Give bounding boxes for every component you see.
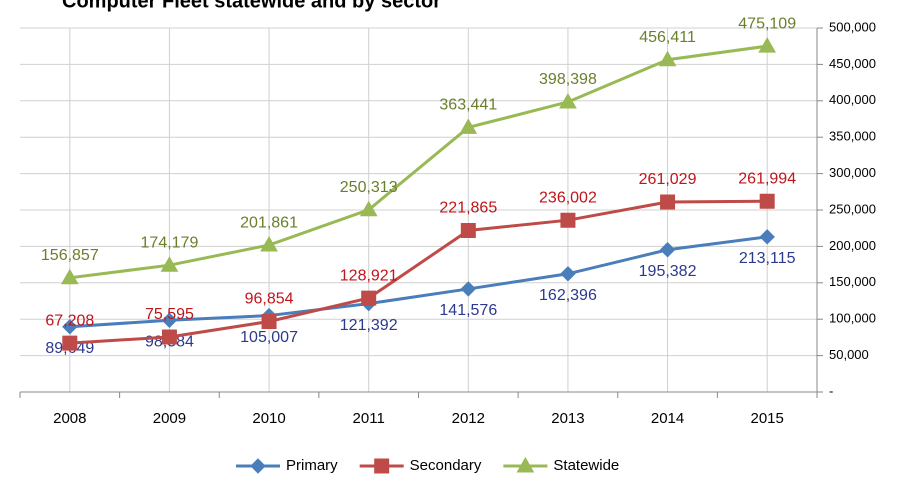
- data-label: 121,392: [340, 317, 398, 334]
- y-tick-label: 150,000: [829, 274, 876, 289]
- data-point: [660, 194, 676, 210]
- legend-label: Statewide: [553, 457, 619, 474]
- data-label: 141,576: [439, 302, 497, 319]
- data-point: [261, 313, 277, 329]
- data-label: 221,865: [439, 200, 497, 217]
- y-tick-label: 500,000: [829, 19, 876, 34]
- legend-label: Secondary: [410, 457, 482, 474]
- y-tick-label: 100,000: [829, 311, 876, 326]
- data-label: 75,595: [145, 306, 194, 323]
- y-tick-label: 450,000: [829, 56, 876, 71]
- series-line: [69, 235, 768, 329]
- x-tick-label: 2008: [53, 410, 86, 427]
- data-point: [460, 281, 477, 297]
- data-label: 363,441: [439, 97, 497, 114]
- x-tick-label: 2010: [252, 410, 285, 427]
- data-label: 236,002: [539, 189, 597, 206]
- legend-marker: [516, 456, 535, 473]
- data-point: [758, 37, 777, 53]
- data-point: [161, 312, 178, 328]
- data-label: 201,861: [240, 214, 298, 231]
- x-tick-label: 2012: [452, 410, 485, 427]
- data-point: [659, 242, 676, 258]
- data-label: 250,313: [340, 179, 398, 196]
- data-point: [62, 335, 78, 351]
- data-point: [359, 200, 378, 217]
- data-label: 261,029: [639, 171, 697, 188]
- data-point: [460, 222, 476, 238]
- data-label: 456,411: [639, 29, 696, 46]
- y-tick-label: -: [829, 383, 833, 398]
- y-tick-label: 50,000: [829, 347, 869, 362]
- series-line: [69, 44, 768, 280]
- chart-title: Computer Fleet statewide and by sector: [62, 0, 441, 12]
- data-label: 96,854: [245, 291, 294, 308]
- x-tick-label: 2011: [353, 410, 385, 427]
- x-tick-label: 2014: [651, 410, 684, 427]
- x-tick-label: 2009: [153, 410, 186, 427]
- data-label: 261,994: [738, 170, 796, 187]
- data-point: [459, 118, 478, 134]
- data-point: [161, 329, 177, 345]
- data-point: [759, 193, 775, 209]
- legend-marker: [250, 458, 266, 474]
- x-tick-label: 2013: [551, 410, 584, 427]
- data-point: [160, 256, 179, 272]
- data-label: 213,115: [739, 250, 796, 267]
- data-point: [560, 266, 576, 282]
- y-tick-label: 400,000: [829, 92, 876, 107]
- data-point: [658, 50, 677, 67]
- data-label: 195,382: [639, 263, 697, 280]
- data-point: [260, 236, 278, 252]
- data-label: 67,208: [45, 312, 94, 329]
- data-point: [560, 212, 576, 228]
- data-point: [759, 229, 775, 245]
- data-point: [559, 92, 577, 109]
- y-tick-label: 200,000: [829, 238, 876, 253]
- data-label: 162,396: [539, 287, 597, 304]
- data-label: 475,109: [738, 15, 796, 32]
- x-tick-label: 2015: [751, 410, 784, 427]
- y-tick-label: 300,000: [829, 165, 876, 180]
- y-tick-label: 350,000: [829, 129, 876, 144]
- data-point: [62, 319, 78, 335]
- data-label: 128,921: [340, 267, 398, 284]
- y-tick-label: 250,000: [829, 201, 876, 216]
- legend-label: Primary: [286, 457, 338, 474]
- data-label: 156,857: [41, 247, 99, 264]
- data-point: [60, 268, 79, 285]
- data-label: 105,007: [240, 329, 298, 346]
- series-line: [69, 199, 768, 345]
- legend-marker: [374, 458, 390, 474]
- data-label: 174,179: [141, 234, 199, 251]
- data-label: 398,398: [539, 71, 597, 88]
- data-point: [361, 290, 377, 306]
